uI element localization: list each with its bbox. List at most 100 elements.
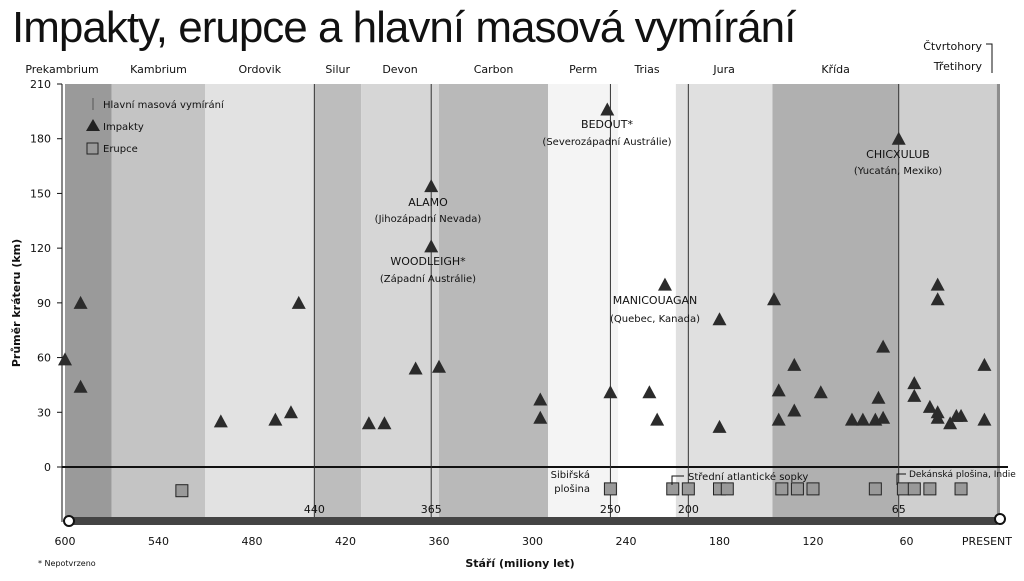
period-band [618, 84, 676, 522]
eruption-bracket [896, 473, 906, 485]
period-label: Kambrium [130, 63, 187, 76]
period-band [996, 84, 1000, 522]
extinction-label: 250 [600, 503, 621, 516]
impact-point [907, 388, 922, 402]
impact-point [408, 361, 423, 375]
eruption-point [896, 482, 910, 496]
impact-point [712, 419, 727, 433]
impact-point [930, 277, 945, 291]
annotation-detail: (Západní Austrálie) [380, 273, 476, 285]
impact-point [283, 405, 298, 419]
impact-point [943, 416, 958, 430]
period-label: Silur [325, 63, 350, 76]
impact-point [787, 357, 802, 371]
extinction-label: 440 [304, 503, 325, 516]
y-tick-label: 150 [30, 187, 51, 200]
impact-point [907, 376, 922, 390]
eruption-label: Sibiřská [551, 469, 590, 481]
x-tick-label: 240 [616, 535, 637, 548]
x-tick-label: 360 [429, 535, 450, 548]
impact-point [73, 379, 88, 393]
impact-point [891, 131, 906, 145]
annotation-detail: (Yucatán, Mexiko) [854, 165, 942, 177]
impact-point [361, 416, 376, 430]
period-label: Ordovik [238, 63, 281, 76]
eruption-point [175, 484, 189, 498]
period-band [548, 84, 619, 522]
eruption-label: plošina [554, 483, 590, 495]
impact-point [930, 410, 945, 424]
eruption-point [775, 482, 789, 496]
impact-point [977, 412, 992, 426]
period-label: Perm [569, 63, 597, 76]
x-tick-label: 540 [148, 535, 169, 548]
impact-point [977, 357, 992, 371]
period-band [898, 84, 997, 522]
extinction-label: 65 [892, 503, 906, 516]
eruption-bracket [671, 475, 684, 485]
y-tick-label: 60 [37, 352, 51, 365]
impact-point [600, 102, 615, 116]
eruption-point [923, 482, 937, 496]
x-tick-label: PRESENT [962, 535, 1012, 548]
impact-point [712, 312, 727, 326]
impact-point [58, 352, 72, 366]
y-tick-label: 90 [37, 297, 51, 310]
period-label: Jura [712, 63, 734, 76]
period-band [65, 84, 112, 522]
extinction-label: 200 [678, 503, 699, 516]
annotation-name: MANICOUAGAN [613, 294, 698, 307]
impact-point [876, 339, 891, 353]
period-band [772, 84, 899, 522]
x-tick-label: 420 [335, 535, 356, 548]
period-label: Čtvrtohory [923, 40, 982, 53]
period-label: Třetihory [933, 60, 983, 73]
impact-point [771, 412, 786, 426]
time-bar [69, 517, 1000, 525]
impact-point [922, 399, 937, 413]
impact-point [73, 295, 88, 309]
impact-point [603, 385, 618, 399]
annotation-name: ALAMO [408, 196, 448, 209]
impact-point [291, 295, 306, 309]
period-label: Carbon [474, 63, 514, 76]
x-tick-label: 300 [522, 535, 543, 548]
impact-point [432, 359, 446, 373]
period-label: Trias [633, 63, 659, 76]
annotation-detail: (Quebec, Kanada) [610, 314, 700, 325]
eruption-point [603, 482, 617, 496]
eruption-point [790, 482, 804, 496]
impact-point [650, 412, 665, 426]
eruption-point [907, 482, 921, 496]
eruption-label: Střední atlantické sopky [688, 471, 808, 483]
x-tick-label: 60 [900, 535, 914, 548]
chart-title: Impakty, erupce a hlavní masová vymírání [12, 3, 796, 52]
legend-label-impacts: Impakty [103, 122, 144, 133]
legend-triangle-symbol [86, 119, 100, 131]
time-bar-end [994, 513, 1006, 525]
period-label: Devon [382, 63, 417, 76]
period-band [439, 84, 549, 522]
impact-point [930, 292, 945, 306]
annotation-name: WOODLEIGH* [390, 255, 466, 268]
y-axis-title: Průměr kráteru (km) [10, 239, 23, 367]
x-tick-label: 180 [709, 535, 730, 548]
legend-label-eruptions: Erupce [103, 144, 138, 155]
annotation-name: CHICXULUB [866, 148, 930, 161]
eruption-point [720, 482, 734, 496]
y-tick-label: 180 [30, 133, 51, 146]
x-tick-label: 120 [803, 535, 824, 548]
extinction-label: 365 [421, 503, 442, 516]
annotation-detail: (Jihozápadní Nevada) [375, 213, 482, 225]
x-axis-title: Stáří (miliony let) [465, 557, 574, 570]
impact-point [787, 403, 802, 417]
impact-point [213, 414, 228, 428]
impact-point [268, 412, 283, 426]
period-band [361, 84, 439, 522]
period-band [314, 84, 362, 522]
impact-point [533, 410, 548, 424]
period-bracket [986, 43, 993, 73]
impact-point [377, 416, 392, 430]
legend-label-extinction: Hlavní masová vymírání [103, 99, 225, 111]
